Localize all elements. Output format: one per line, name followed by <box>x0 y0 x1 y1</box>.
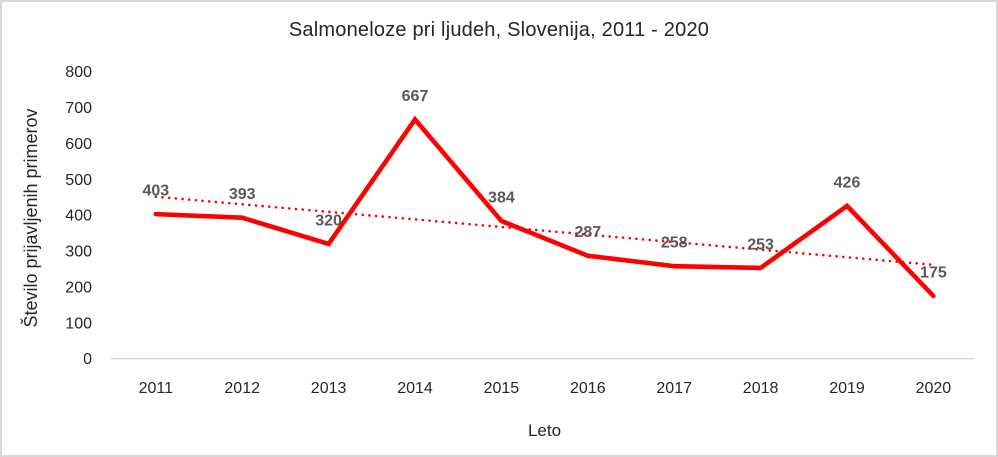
y-tick-label: 500 <box>65 172 92 189</box>
y-tick-label: 600 <box>65 136 92 153</box>
y-tick-label: 800 <box>65 64 92 81</box>
x-tick-label: 2019 <box>829 380 865 397</box>
x-tick-label: 2011 <box>139 380 174 397</box>
x-tick-label: 2014 <box>397 380 433 397</box>
x-tick-label: 2012 <box>224 380 260 397</box>
x-tick-label: 2016 <box>570 380 606 397</box>
y-tick-label: 100 <box>65 315 92 332</box>
y-tick-label: 0 <box>83 351 92 368</box>
y-tick-label: 300 <box>65 244 92 261</box>
data-label: 175 <box>920 264 947 281</box>
x-axis-title: Leto <box>527 421 562 440</box>
x-tick-label: 2020 <box>916 380 952 397</box>
y-tick-label: 400 <box>65 208 92 225</box>
y-tick-label: 200 <box>65 279 92 296</box>
data-label: 287 <box>574 224 601 241</box>
data-label: 393 <box>229 186 256 203</box>
data-label: 258 <box>661 235 688 252</box>
data-label: 426 <box>834 174 861 191</box>
data-label: 667 <box>402 88 429 105</box>
data-label: 384 <box>488 189 515 206</box>
x-tick-label: 2013 <box>311 380 347 397</box>
x-tick-label: 2015 <box>484 380 520 397</box>
x-tick-label: 2018 <box>743 380 779 397</box>
data-label: 253 <box>747 236 774 253</box>
trendline <box>154 195 935 267</box>
chart-title: Salmoneloze pri ljudeh, Slovenija, 2011 … <box>288 19 710 41</box>
y-tick-label: 700 <box>65 100 92 117</box>
series-line <box>153 115 936 299</box>
x-tick-label: 2017 <box>656 380 692 397</box>
data-label: 320 <box>315 212 342 229</box>
data-label: 403 <box>142 183 169 200</box>
